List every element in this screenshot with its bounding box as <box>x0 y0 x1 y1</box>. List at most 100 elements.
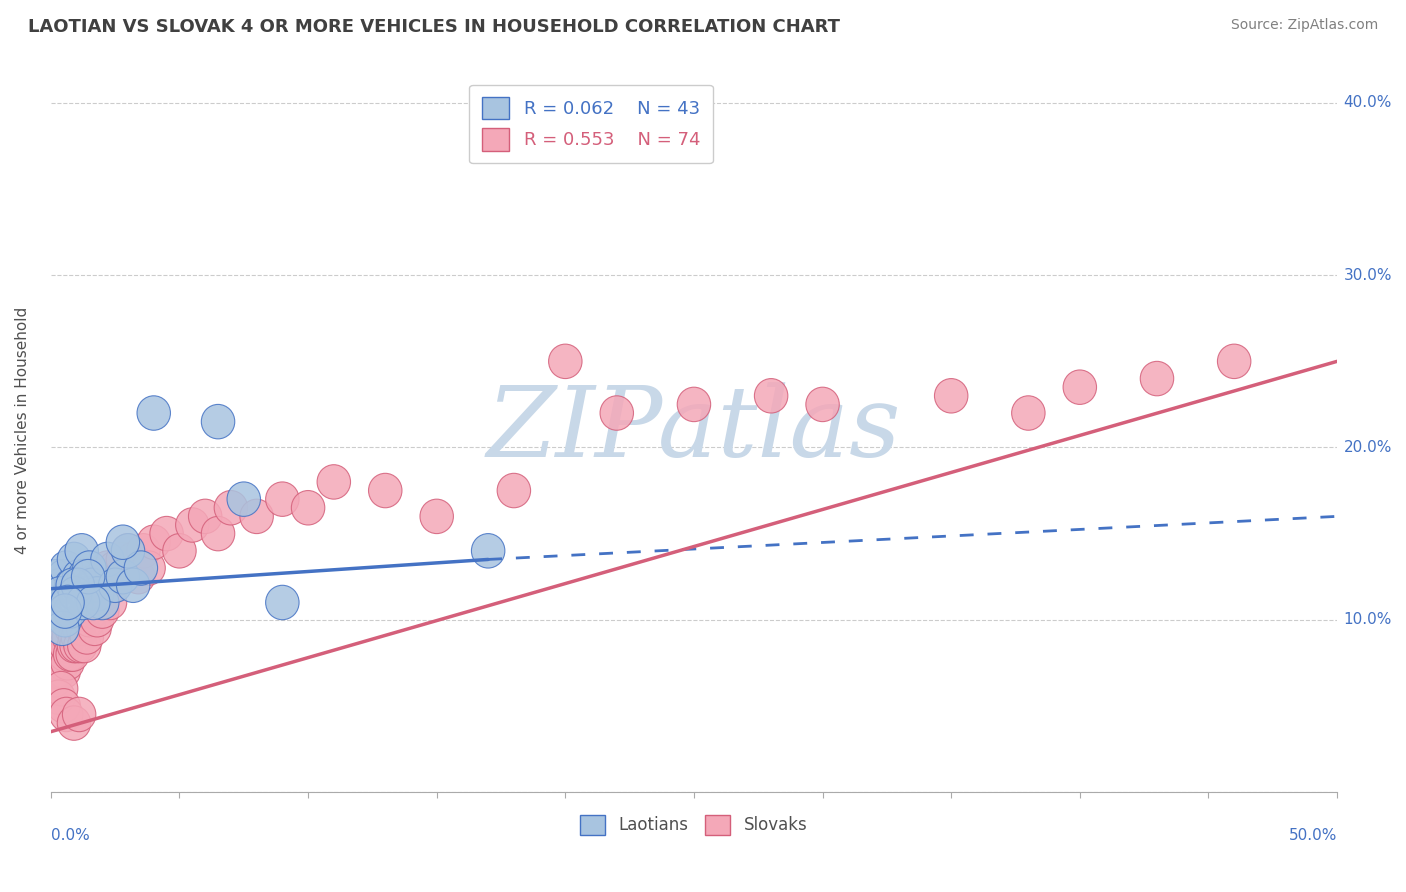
Ellipse shape <box>1063 370 1097 404</box>
Ellipse shape <box>60 620 94 654</box>
Text: LAOTIAN VS SLOVAK 4 OR MORE VEHICLES IN HOUSEHOLD CORRELATION CHART: LAOTIAN VS SLOVAK 4 OR MORE VEHICLES IN … <box>28 18 841 36</box>
Ellipse shape <box>678 387 710 422</box>
Ellipse shape <box>111 533 145 568</box>
Ellipse shape <box>51 585 84 620</box>
Text: 10.0%: 10.0% <box>1344 612 1392 627</box>
Ellipse shape <box>62 698 96 731</box>
Ellipse shape <box>42 637 76 672</box>
Ellipse shape <box>49 551 83 585</box>
Ellipse shape <box>420 500 453 533</box>
Y-axis label: 4 or more Vehicles in Household: 4 or more Vehicles in Household <box>15 307 30 554</box>
Ellipse shape <box>105 559 139 594</box>
Ellipse shape <box>73 551 105 585</box>
Ellipse shape <box>52 576 86 611</box>
Ellipse shape <box>45 568 77 602</box>
Ellipse shape <box>60 628 93 663</box>
Ellipse shape <box>46 689 80 723</box>
Ellipse shape <box>163 533 197 568</box>
Ellipse shape <box>98 568 132 602</box>
Ellipse shape <box>600 396 634 430</box>
Ellipse shape <box>63 628 97 663</box>
Ellipse shape <box>73 602 105 637</box>
Ellipse shape <box>77 611 111 646</box>
Ellipse shape <box>548 344 582 378</box>
Ellipse shape <box>76 594 108 628</box>
Ellipse shape <box>96 568 129 602</box>
Ellipse shape <box>66 611 100 646</box>
Ellipse shape <box>38 663 72 698</box>
Ellipse shape <box>41 646 75 680</box>
Ellipse shape <box>48 637 82 672</box>
Ellipse shape <box>42 680 76 714</box>
Ellipse shape <box>755 378 787 413</box>
Ellipse shape <box>86 585 120 620</box>
Ellipse shape <box>105 542 139 576</box>
Ellipse shape <box>37 646 70 680</box>
Ellipse shape <box>44 576 76 611</box>
Text: 40.0%: 40.0% <box>1344 95 1392 111</box>
Ellipse shape <box>806 387 839 422</box>
Ellipse shape <box>214 491 247 525</box>
Ellipse shape <box>1012 396 1045 430</box>
Ellipse shape <box>59 576 91 611</box>
Ellipse shape <box>70 620 104 654</box>
Ellipse shape <box>136 396 170 430</box>
Text: 30.0%: 30.0% <box>1344 268 1392 283</box>
Ellipse shape <box>226 482 260 516</box>
Ellipse shape <box>76 568 108 602</box>
Ellipse shape <box>51 585 84 620</box>
Ellipse shape <box>65 533 98 568</box>
Ellipse shape <box>46 654 80 689</box>
Ellipse shape <box>58 628 91 663</box>
Ellipse shape <box>51 646 84 680</box>
Text: Source: ZipAtlas.com: Source: ZipAtlas.com <box>1230 18 1378 32</box>
Ellipse shape <box>53 637 87 672</box>
Text: ZIPatlas: ZIPatlas <box>486 383 901 478</box>
Ellipse shape <box>60 568 94 602</box>
Ellipse shape <box>124 551 157 585</box>
Ellipse shape <box>58 542 91 576</box>
Ellipse shape <box>65 602 98 637</box>
Ellipse shape <box>55 568 89 602</box>
Ellipse shape <box>201 516 235 551</box>
Ellipse shape <box>72 559 105 594</box>
Ellipse shape <box>105 525 139 559</box>
Ellipse shape <box>62 559 96 594</box>
Ellipse shape <box>60 585 93 620</box>
Ellipse shape <box>201 404 235 439</box>
Ellipse shape <box>42 585 76 620</box>
Ellipse shape <box>52 620 86 654</box>
Ellipse shape <box>1140 361 1174 396</box>
Ellipse shape <box>89 576 121 611</box>
Legend: Laotians, Slovaks: Laotians, Slovaks <box>574 808 814 841</box>
Ellipse shape <box>266 585 299 620</box>
Ellipse shape <box>368 474 402 508</box>
Ellipse shape <box>1218 344 1251 378</box>
Ellipse shape <box>49 698 83 731</box>
Ellipse shape <box>80 576 114 611</box>
Ellipse shape <box>176 508 209 542</box>
Ellipse shape <box>98 551 132 585</box>
Ellipse shape <box>266 482 299 516</box>
Ellipse shape <box>53 594 87 628</box>
Ellipse shape <box>59 620 91 654</box>
Ellipse shape <box>80 602 114 637</box>
Ellipse shape <box>132 551 166 585</box>
Ellipse shape <box>70 576 104 611</box>
Ellipse shape <box>136 525 170 559</box>
Ellipse shape <box>39 654 73 689</box>
Text: 0.0%: 0.0% <box>51 828 90 843</box>
Ellipse shape <box>150 516 183 551</box>
Ellipse shape <box>471 533 505 568</box>
Ellipse shape <box>188 500 222 533</box>
Text: 20.0%: 20.0% <box>1344 440 1392 455</box>
Ellipse shape <box>49 628 83 663</box>
Ellipse shape <box>66 585 100 620</box>
Ellipse shape <box>48 594 82 628</box>
Ellipse shape <box>46 559 80 594</box>
Ellipse shape <box>67 628 101 663</box>
Ellipse shape <box>39 559 73 594</box>
Ellipse shape <box>111 533 145 568</box>
Ellipse shape <box>45 646 79 680</box>
Ellipse shape <box>91 542 124 576</box>
